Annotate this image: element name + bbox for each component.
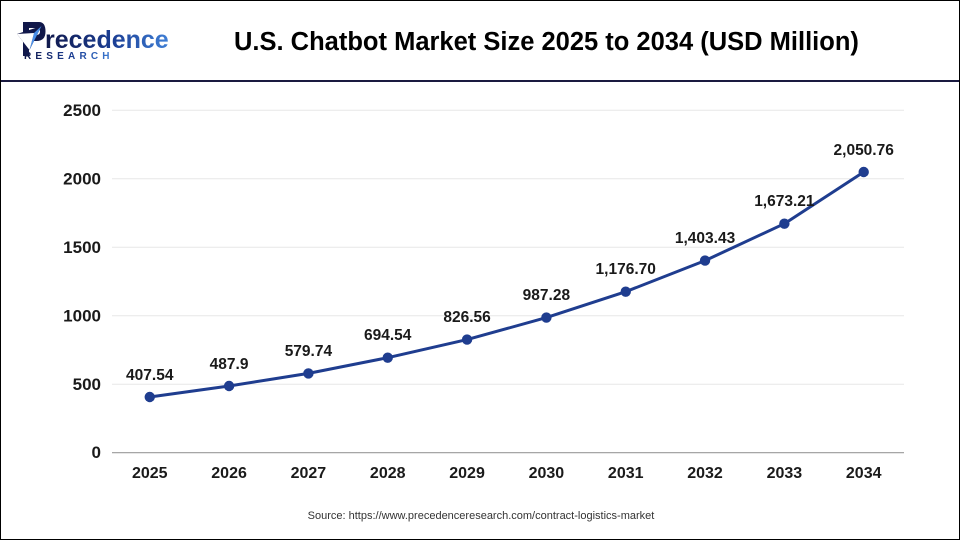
svg-text:500: 500 [73, 375, 101, 394]
svg-text:2027: 2027 [291, 465, 327, 482]
svg-text:2029: 2029 [449, 465, 485, 482]
svg-text:1000: 1000 [63, 306, 101, 325]
svg-text:2026: 2026 [211, 465, 247, 482]
svg-text:recedence: recedence [45, 26, 169, 54]
svg-text:2028: 2028 [370, 465, 406, 482]
svg-text:0: 0 [92, 443, 101, 462]
svg-text:987.28: 987.28 [523, 287, 571, 304]
svg-text:579.74: 579.74 [285, 343, 333, 360]
svg-text:RESEARCH: RESEARCH [24, 51, 114, 61]
svg-text:2025: 2025 [132, 465, 168, 482]
svg-text:1,673.21: 1,673.21 [754, 193, 815, 210]
svg-text:2,050.76: 2,050.76 [834, 142, 895, 159]
svg-text:826.56: 826.56 [443, 309, 491, 326]
svg-text:2000: 2000 [63, 169, 101, 188]
svg-text:2032: 2032 [687, 465, 723, 482]
svg-text:694.54: 694.54 [364, 327, 412, 344]
svg-text:2033: 2033 [767, 465, 803, 482]
svg-text:407.54: 407.54 [126, 367, 174, 384]
svg-text:1,403.43: 1,403.43 [675, 230, 736, 247]
svg-text:2034: 2034 [846, 465, 882, 482]
svg-text:2030: 2030 [529, 465, 565, 482]
svg-text:1500: 1500 [63, 238, 101, 257]
svg-text:1,176.70: 1,176.70 [596, 261, 656, 278]
svg-text:2031: 2031 [608, 465, 644, 482]
svg-text:487.9: 487.9 [210, 356, 249, 373]
svg-text:2500: 2500 [63, 101, 101, 120]
